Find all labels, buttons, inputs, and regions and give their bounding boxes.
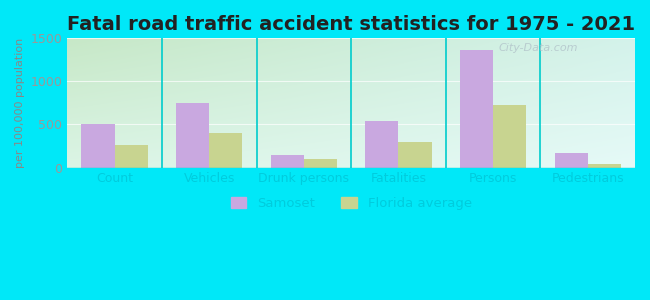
Bar — [460, 50, 493, 168]
Bar — [176, 103, 209, 168]
Bar — [493, 105, 526, 168]
Bar — [365, 121, 398, 168]
Bar — [554, 153, 588, 168]
Bar — [81, 124, 114, 168]
Bar — [398, 142, 432, 168]
Y-axis label: per 100,000 population: per 100,000 population — [15, 38, 25, 168]
Bar — [209, 133, 242, 168]
Bar — [270, 155, 304, 168]
Title: Fatal road traffic accident statistics for 1975 - 2021: Fatal road traffic accident statistics f… — [67, 15, 635, 34]
Bar — [588, 164, 621, 168]
Bar — [304, 158, 337, 168]
Bar — [114, 145, 148, 168]
Text: City-Data.com: City-Data.com — [499, 43, 578, 53]
Legend: Samoset, Florida average: Samoset, Florida average — [226, 192, 477, 215]
